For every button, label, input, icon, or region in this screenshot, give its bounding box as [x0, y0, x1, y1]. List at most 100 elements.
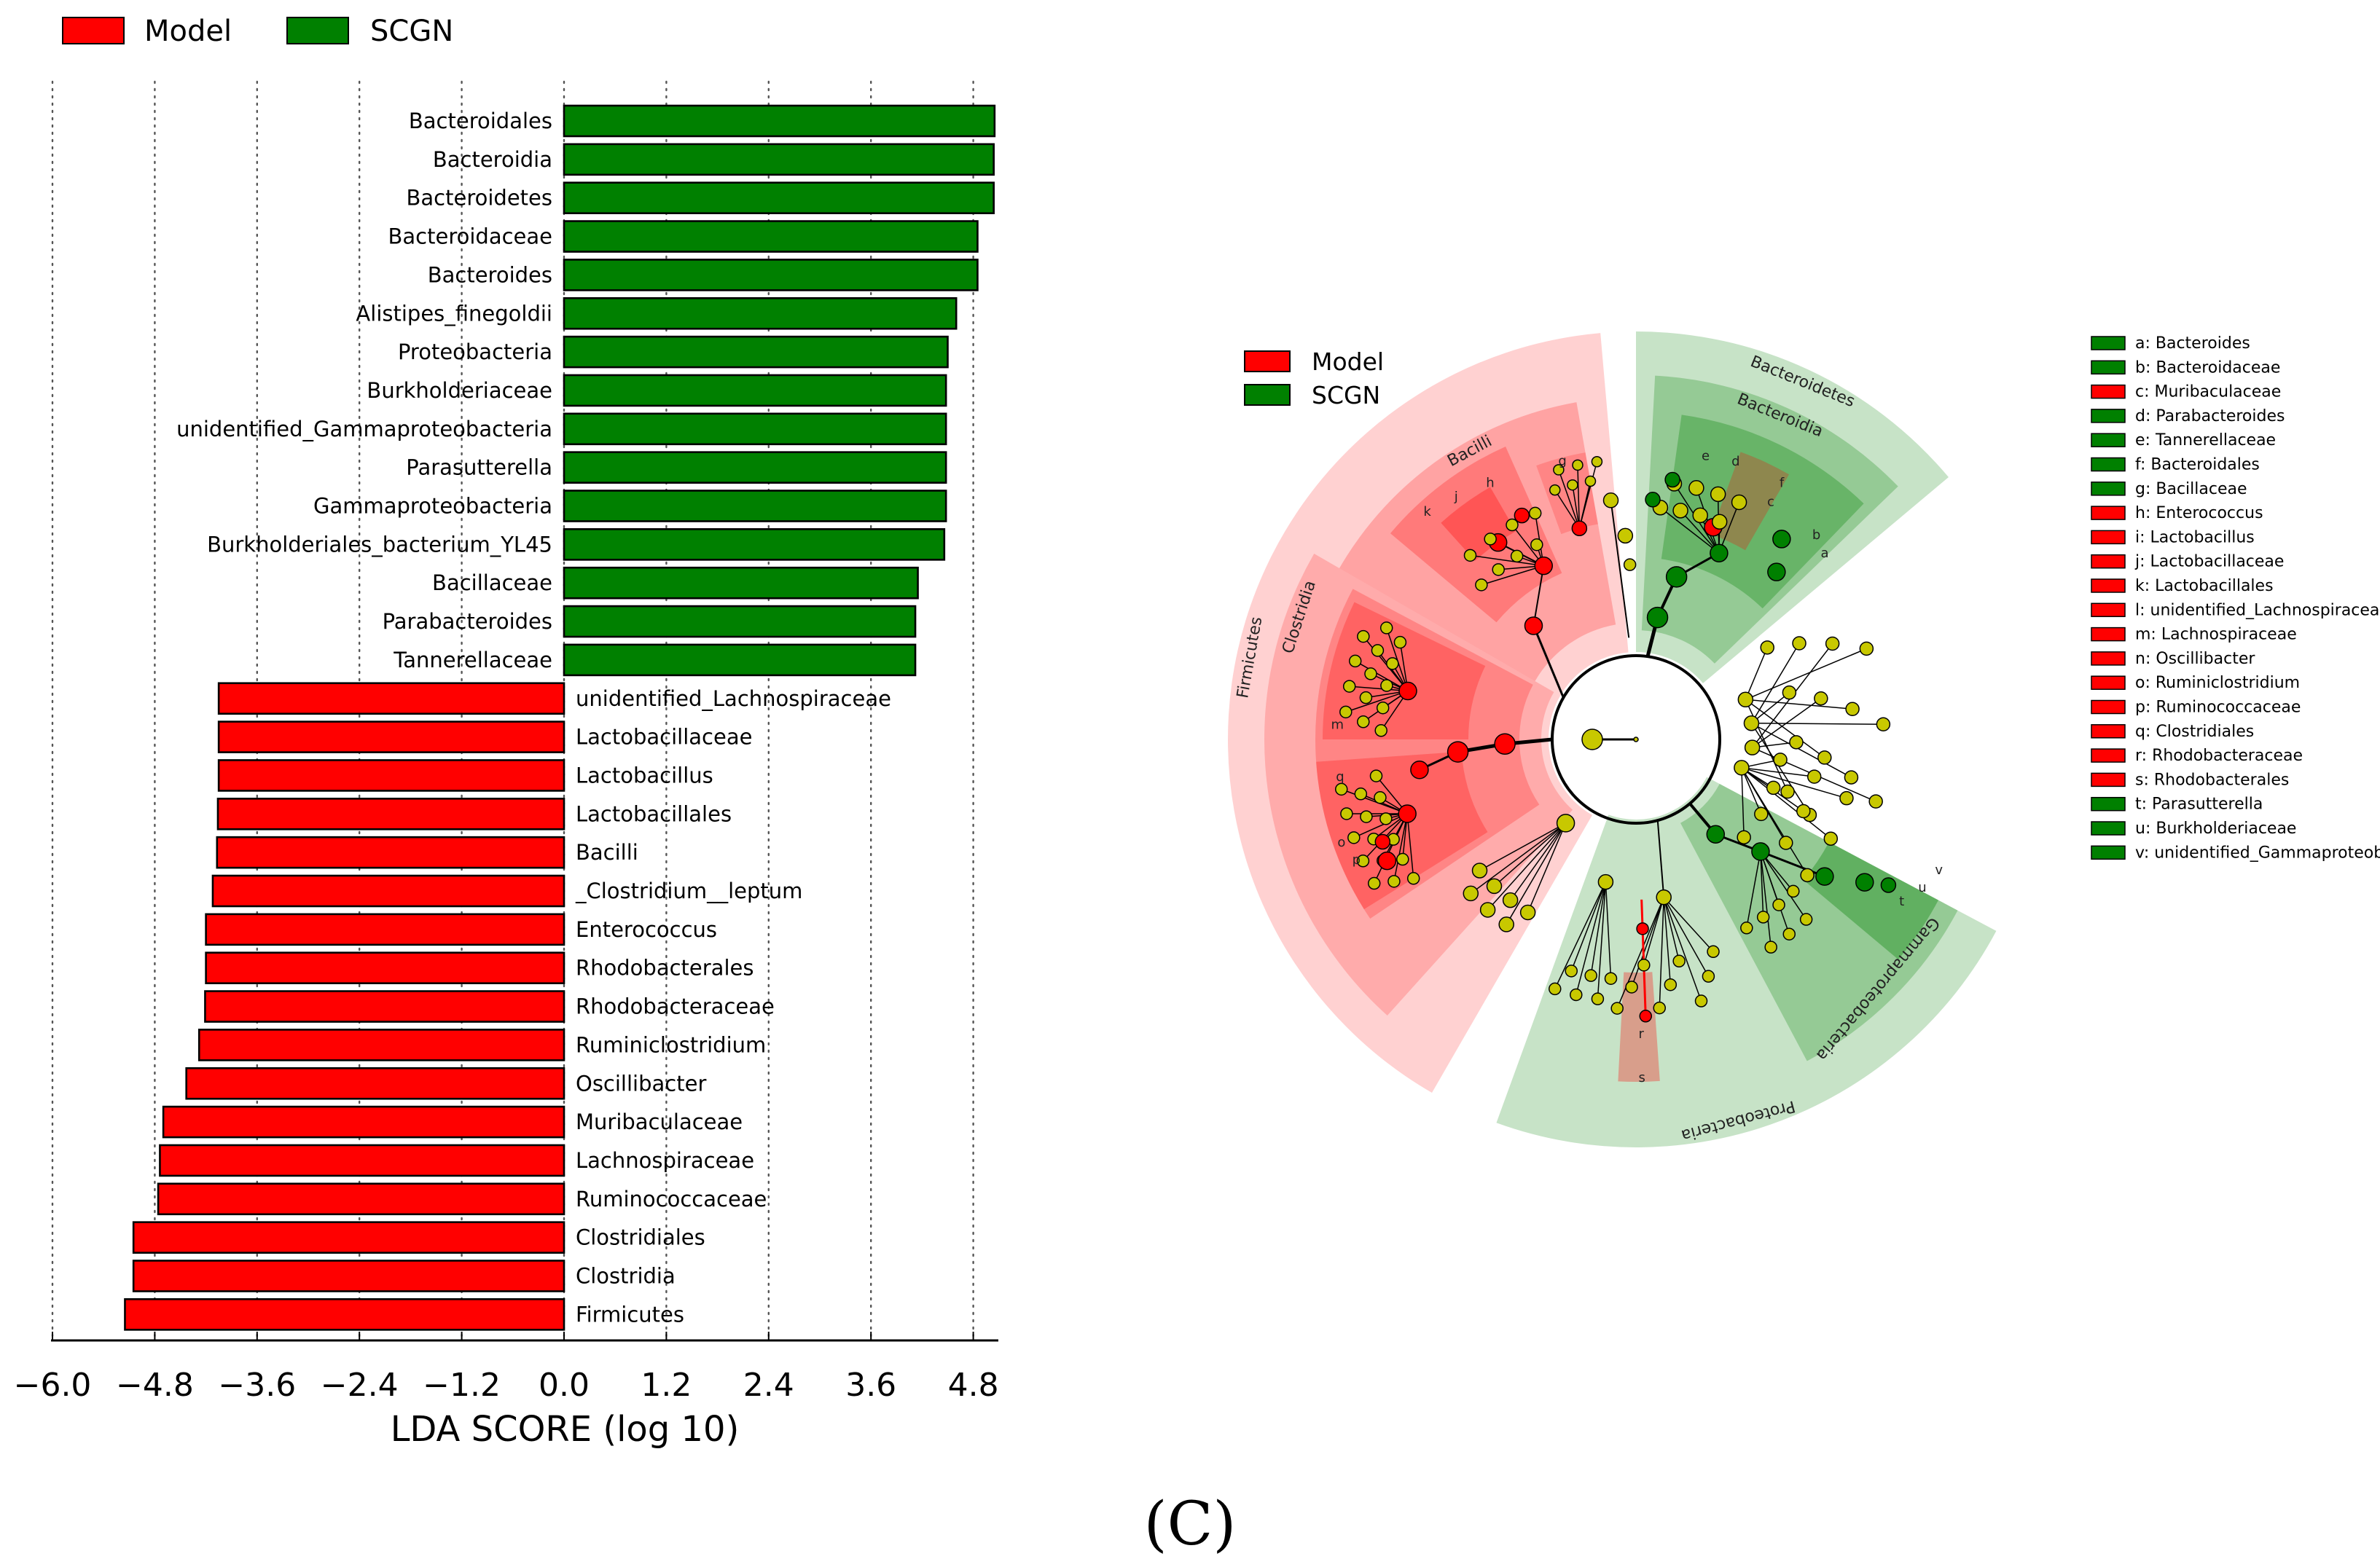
key-entry: c: Muribaculaceae — [2135, 383, 2281, 401]
key-swatch — [2091, 602, 2126, 618]
x-tick-label: −6.0 — [14, 1367, 92, 1404]
tree-edge — [1363, 636, 1409, 691]
key-entry: q: Clostridiales — [2135, 723, 2254, 741]
tree-node — [1799, 913, 1813, 926]
key-entry: a: Bacteroides — [2135, 334, 2250, 353]
tree-edge — [1741, 767, 1808, 876]
x-tick-label: 3.6 — [845, 1367, 896, 1404]
key-entry: e: Tannerellaceae — [2135, 431, 2276, 449]
tree-node — [1880, 877, 1897, 893]
tree-node — [1348, 654, 1362, 668]
tree-edge — [1663, 897, 1714, 952]
tree-node — [1528, 506, 1542, 520]
tree-edge — [1760, 851, 1764, 917]
shade-rhodobacterales — [1618, 972, 1660, 1082]
node-letter: q — [1336, 769, 1344, 785]
tree-node — [1379, 812, 1393, 825]
bar-model-4 — [216, 836, 565, 869]
bar-model-3 — [216, 798, 565, 830]
key-swatch — [2091, 384, 2126, 399]
tree-node — [1398, 681, 1417, 701]
bar-model-0 — [217, 682, 565, 715]
tree-edge — [1532, 625, 1565, 699]
tree-node — [1584, 475, 1597, 487]
tree-node — [1782, 685, 1797, 700]
x-tick-label: 2.4 — [743, 1367, 794, 1404]
x-tick-label: 1.2 — [641, 1367, 692, 1404]
tree-node — [1754, 806, 1769, 822]
key-entry: t: Parasutterella — [2135, 796, 2263, 814]
key-entry: l: unidentified_Lachnospiraceae — [2135, 601, 2380, 619]
tree-edge — [1597, 881, 1607, 999]
tree-node — [1664, 471, 1680, 488]
tree-edge — [1741, 767, 1745, 838]
tree-node — [1359, 691, 1373, 704]
x-axis-title: LDA SCORE (log 10) — [391, 1409, 740, 1450]
tree-node — [1534, 556, 1553, 576]
key-entry: n: Oscillibacter — [2135, 650, 2255, 668]
tree-edge — [1663, 897, 1680, 962]
tree-edge — [1751, 723, 1852, 778]
bar-scgn-6 — [563, 335, 949, 369]
key-swatch — [2091, 675, 2126, 690]
tree-node — [1859, 641, 1874, 656]
key-entry: p: Ruminococcaceae — [2135, 699, 2301, 717]
tree-node — [1379, 621, 1393, 635]
bar-model-16 — [124, 1298, 565, 1331]
bar-label: Ruminococcaceae — [576, 1187, 767, 1211]
key-swatch — [2091, 821, 2126, 836]
panel-label: (C) — [1144, 1490, 1237, 1559]
tree-edge — [1470, 554, 1544, 567]
bar-label: Burkholderiaceae — [367, 378, 552, 403]
tree-node — [1396, 852, 1409, 866]
bar-scgn-7 — [563, 374, 947, 407]
clado-legend-swatch-scgn — [1244, 384, 1291, 406]
tree-node — [1387, 875, 1401, 888]
cladogram: Firmicutes ClostridiaBacilliBacteroidetes… — [1228, 331, 1997, 1147]
bar-label: Rhodobacteraceae — [576, 994, 775, 1019]
bar-scgn-3 — [563, 220, 979, 253]
tree-node — [1844, 770, 1859, 785]
key-entry: b: Bacteroidaceae — [2135, 358, 2280, 377]
bar-label: unidentified_Gammaproteobacteria — [176, 417, 552, 441]
bar-label: Rhodobacterales — [576, 956, 753, 981]
tree-node — [1367, 876, 1381, 890]
tree-node — [1549, 982, 1562, 996]
lda-bar-chart: Bacteroidales Bacteroidia Bacteroidetes Bac… — [14, 80, 999, 1450]
node-letter: u — [1918, 880, 1926, 895]
tree-node — [1782, 927, 1796, 940]
bar-model-2 — [217, 759, 565, 792]
tree-node — [1751, 842, 1770, 861]
tree-node — [1787, 884, 1800, 898]
x-tick-label: −3.6 — [218, 1367, 296, 1404]
node-letter: d — [1731, 454, 1739, 469]
x-tick-label: −1.2 — [423, 1367, 501, 1404]
node-letter: f — [1780, 476, 1785, 491]
key-swatch — [2091, 724, 2126, 739]
bar-model-8 — [204, 990, 565, 1023]
tree-edge — [1745, 699, 1788, 792]
tree-edge — [1605, 881, 1612, 979]
tree-edge — [1745, 699, 1825, 758]
tree-node — [1498, 916, 1514, 932]
tree-node — [1486, 878, 1503, 895]
node-letter: c — [1767, 495, 1774, 510]
tree-edge — [1663, 897, 1710, 977]
tree-edge — [1353, 813, 1408, 839]
tree-node — [1377, 851, 1397, 871]
tree-node — [1734, 760, 1750, 776]
bar-label: Oscillibacter — [576, 1071, 706, 1096]
tree-node — [1514, 507, 1530, 524]
x-tick-label: 4.8 — [948, 1367, 999, 1404]
clade-shading — [1228, 331, 1997, 1147]
tree-edge — [1577, 465, 1581, 529]
tree-node — [1760, 640, 1774, 655]
tree-node — [1567, 479, 1578, 491]
tree-node — [1398, 804, 1417, 823]
shade-firmicutes — [1228, 333, 1629, 1093]
tree-node — [1731, 494, 1747, 511]
tree-edge — [1532, 565, 1545, 627]
x-tick-label: 0.0 — [539, 1367, 590, 1404]
key-entry: k: Lactobacillales — [2135, 577, 2274, 595]
tree-node — [1581, 728, 1603, 750]
